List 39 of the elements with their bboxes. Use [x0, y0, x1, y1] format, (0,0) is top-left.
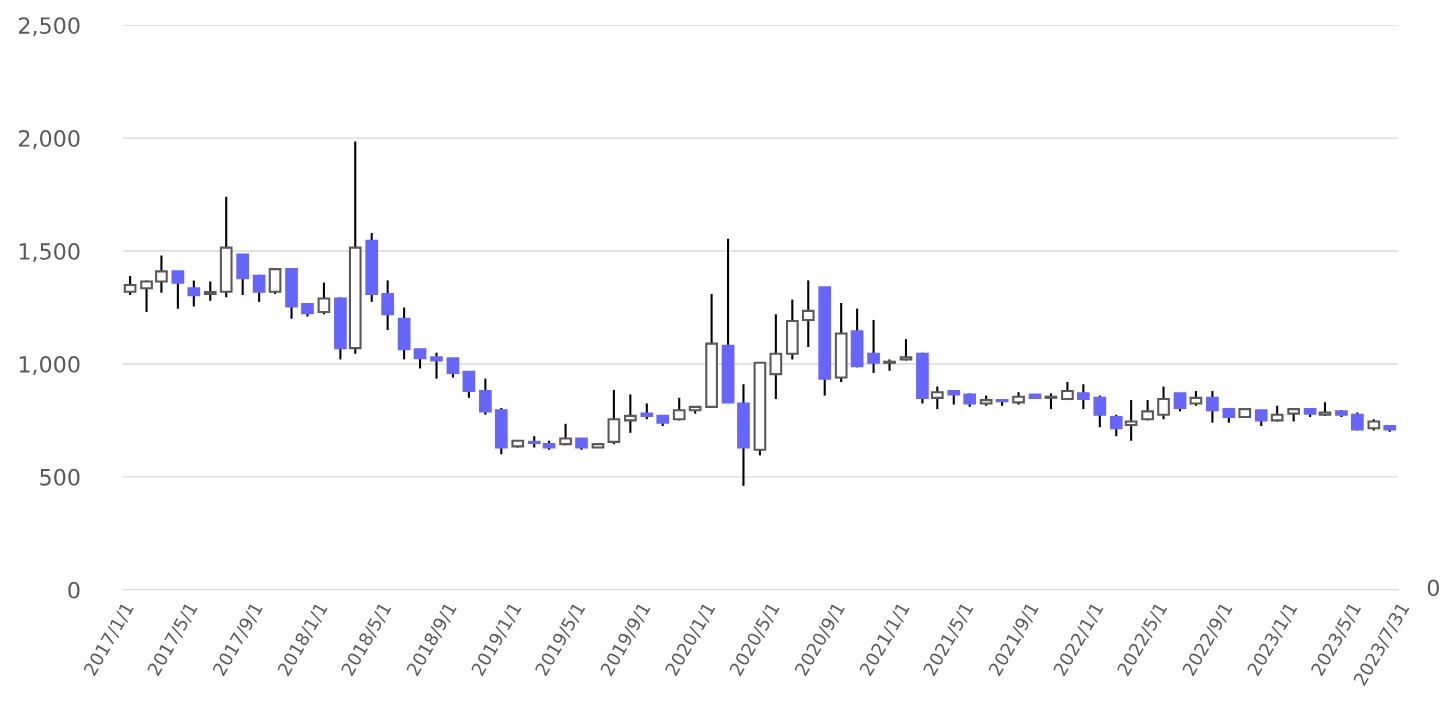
y-tick-label: 0: [68, 581, 80, 599]
candlestick: [317, 281, 331, 316]
y-tick-label: 500: [40, 468, 80, 486]
candlestick: [1109, 413, 1123, 438]
candlestick: [624, 393, 637, 434]
candlestick: [883, 358, 896, 372]
candlestick: [607, 388, 621, 446]
candlestick: [867, 318, 880, 375]
candlestick: [381, 279, 395, 332]
y-tick-label: 1,500: [19, 243, 80, 263]
candlestick: [1173, 392, 1187, 413]
candlestick: [140, 279, 153, 314]
candlestick: [462, 370, 476, 399]
candlestick: [187, 279, 201, 308]
candlestick: [479, 377, 492, 416]
candlestick: [203, 280, 217, 302]
candlestick: [155, 254, 168, 294]
candlestick: [769, 313, 783, 400]
y-tick-label: 2,500: [19, 17, 80, 37]
candlestick: [252, 273, 266, 303]
candlestick: [1093, 394, 1107, 429]
candlestick: [1157, 385, 1170, 421]
candlestick: [1124, 399, 1138, 442]
candlestick: [1077, 383, 1090, 411]
candlestick: [430, 351, 443, 380]
candlestick: [413, 348, 427, 370]
candlestick: [171, 270, 185, 310]
y-tick-label: 1,000: [19, 355, 80, 375]
candlestick: [899, 338, 913, 362]
candlestick: [123, 274, 137, 297]
candlestick: [268, 268, 282, 295]
candlestick: [1206, 390, 1219, 424]
candlestick: [801, 279, 815, 349]
candlestick: [236, 253, 250, 297]
text: 0: [1427, 579, 1439, 597]
candlestick: [1351, 411, 1364, 432]
candlestick: [930, 385, 944, 411]
candlestick: [446, 357, 460, 379]
y-tick-label: 2,000: [19, 130, 80, 150]
